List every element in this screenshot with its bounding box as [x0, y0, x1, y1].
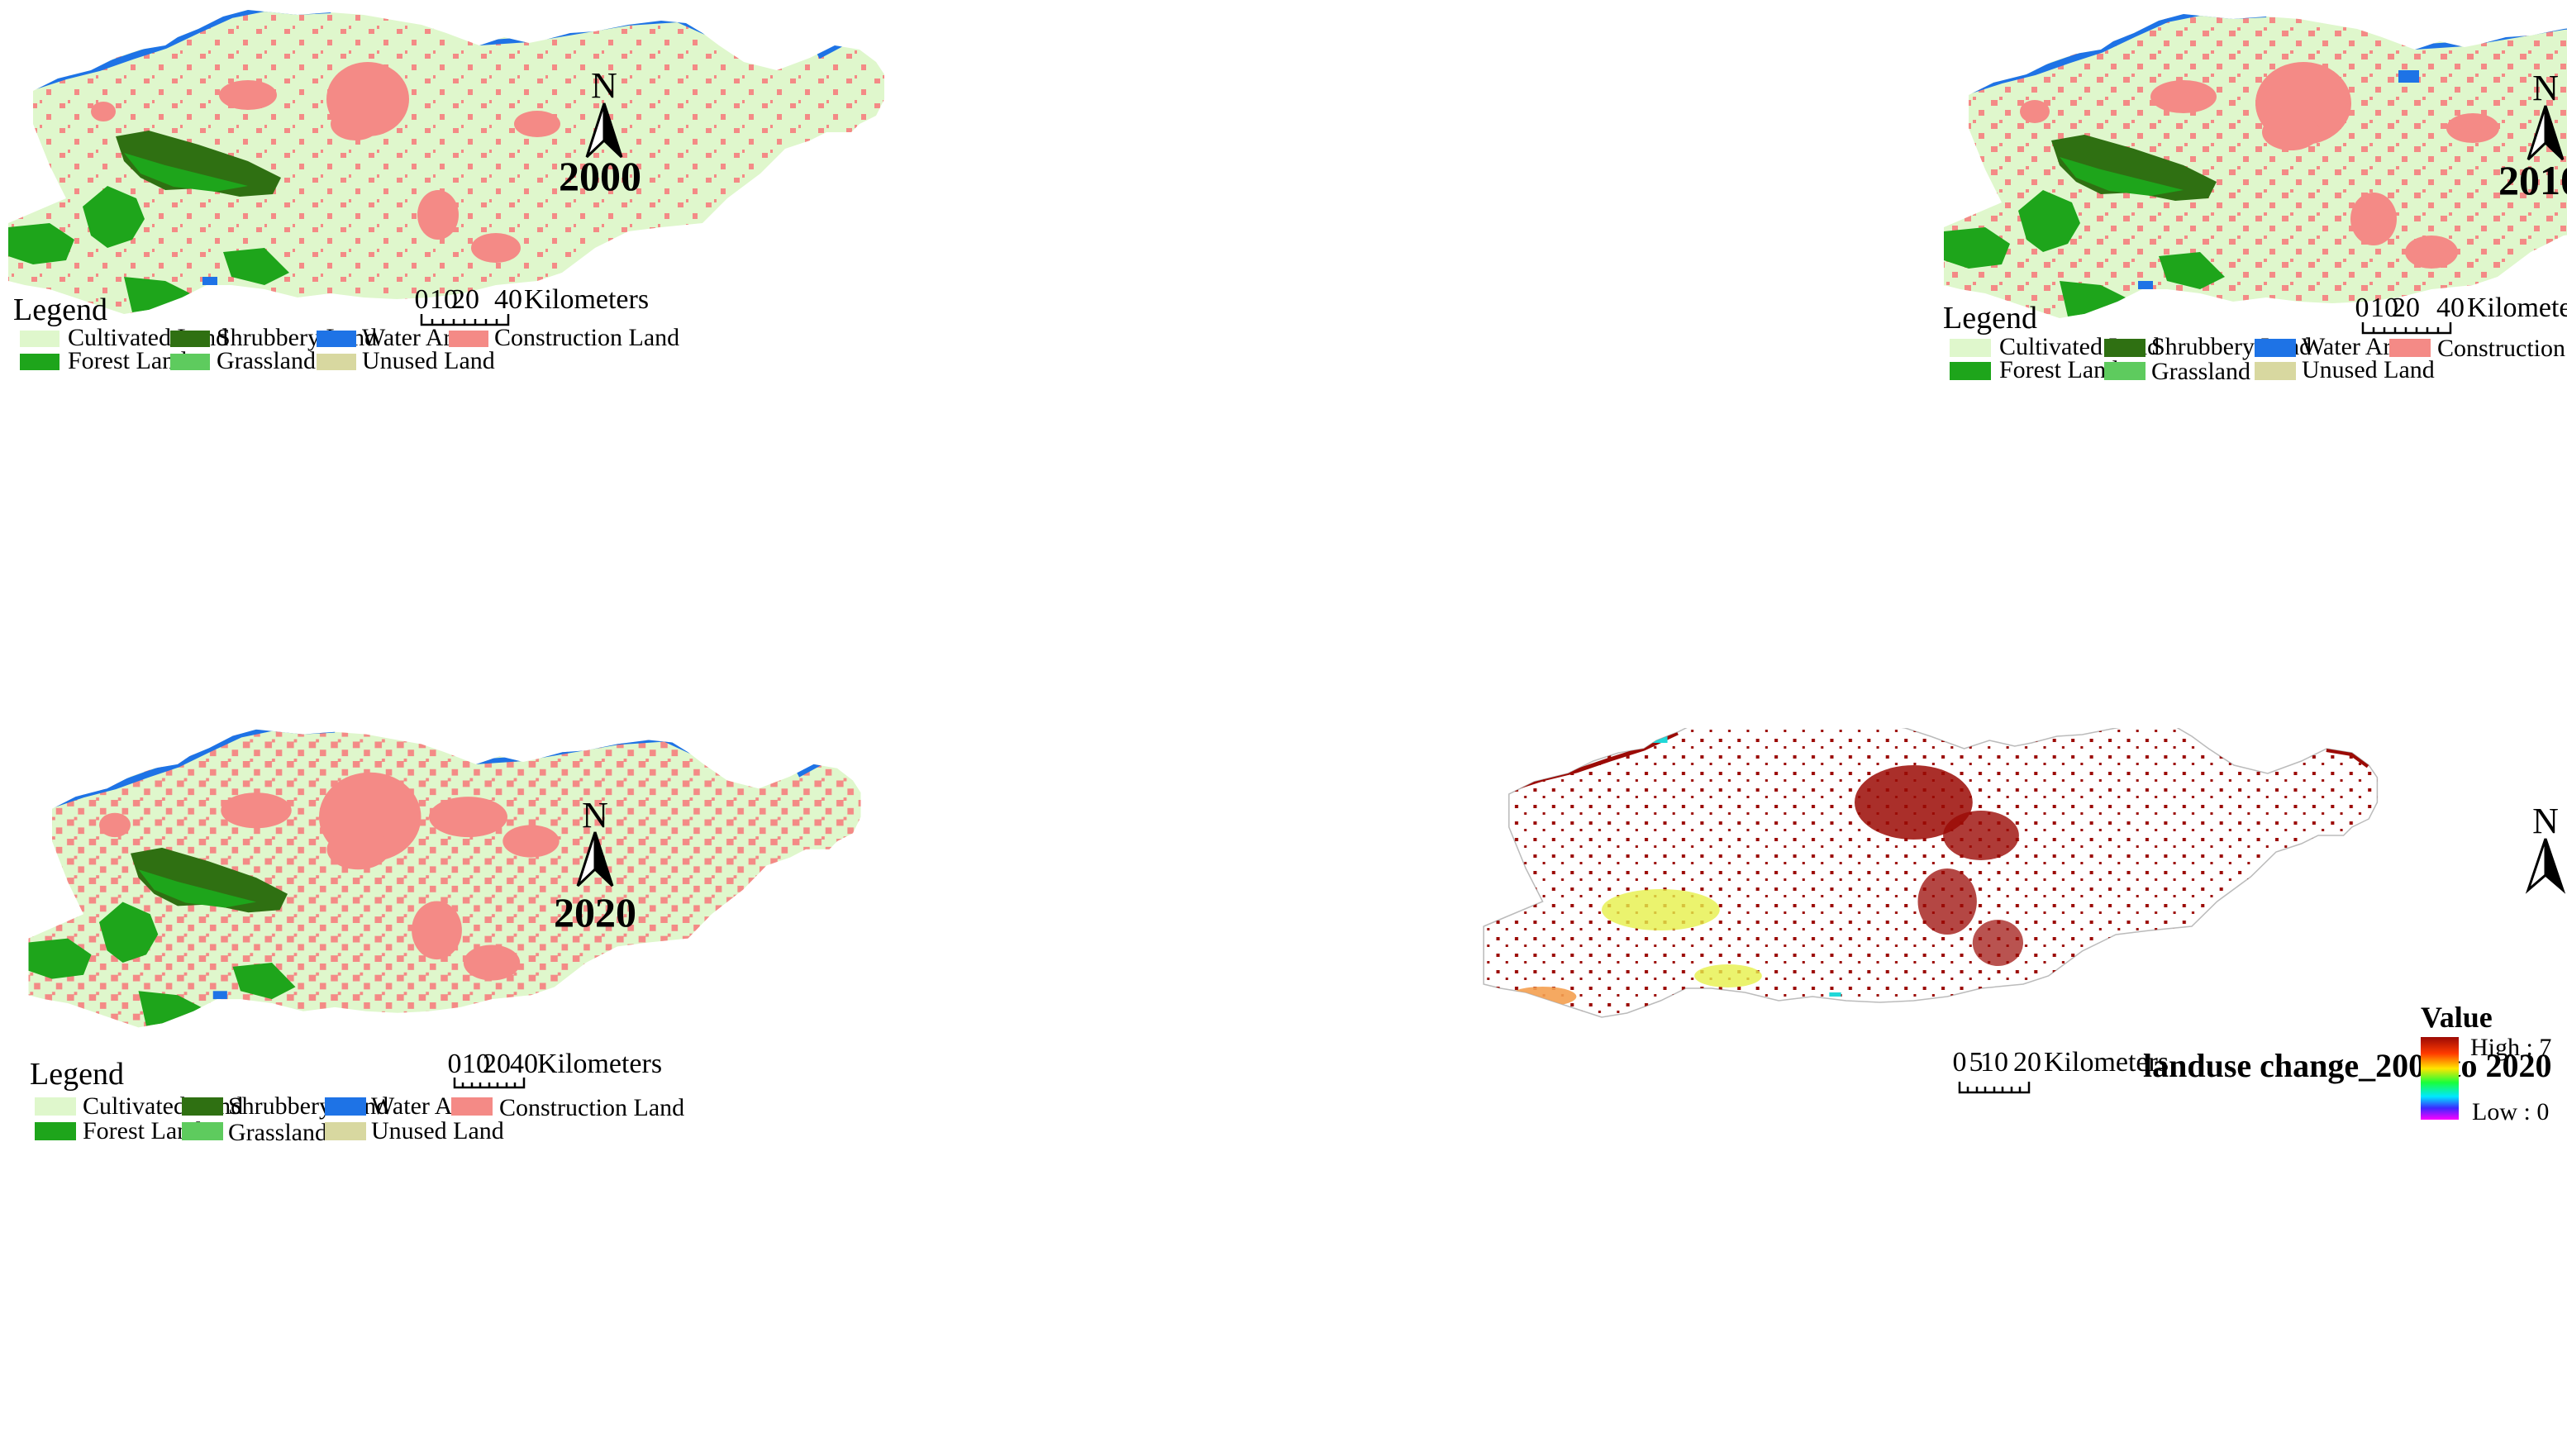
- value-legend-title: Value: [2421, 1001, 2493, 1034]
- map-panel-change: N 0 5 10 20 Kilometers landuse change_20…: [1284, 728, 2567, 1456]
- scale-tick-0: 0: [1953, 1047, 1967, 1078]
- scale-tick-2: 20: [2392, 293, 2420, 323]
- swatch-forest: [20, 354, 60, 370]
- north-arrow: N: [576, 795, 614, 887]
- swatch-cultivated: [20, 331, 60, 347]
- north-label: N: [2532, 801, 2559, 841]
- legend-item-construction: Construction Land: [2437, 335, 2567, 362]
- map-panel-2020: N 2020 0 10 20 40 Kilometers Legend Cult…: [0, 728, 1284, 1456]
- map-panel-2000: N 2000 0 10 20 40 Kilometers Legend Cult…: [0, 0, 1284, 728]
- legend-item-construction: Construction Land: [499, 1094, 684, 1121]
- scale-tick-1: 10: [462, 1049, 490, 1079]
- land-use-change-map: N 0 5 10 20 Kilometers landuse change_20…: [1483, 728, 2566, 1125]
- legend-title: Legend: [13, 293, 107, 327]
- north-arrow: N: [2525, 801, 2566, 894]
- swatch-shrubbery: [182, 1097, 223, 1116]
- swatch-unused: [317, 354, 356, 370]
- north-arrow: N: [2527, 68, 2565, 161]
- swatch-construction: [449, 331, 488, 347]
- north-arrow: N: [585, 65, 623, 159]
- change-map-title: landuse change_2000 to 2020: [2143, 1047, 2552, 1084]
- swatch-unused: [325, 1122, 366, 1140]
- swatch-forest: [1950, 362, 1991, 380]
- value-low-label: Low : 0: [2472, 1098, 2549, 1125]
- land-use-map-2020: N 2020 0 10 20 40 Kilometers Legend Cult…: [28, 729, 861, 1146]
- legend: Legend Cultivated Land Forest Land Shrub…: [13, 293, 679, 374]
- scale-tick-0: 0: [415, 284, 429, 315]
- value-high-label: High : 7: [2470, 1034, 2551, 1061]
- swatch-unused: [2255, 362, 2296, 380]
- swatch-construction: [2389, 339, 2431, 357]
- value-color-ramp: [2421, 1037, 2459, 1120]
- scale-tick-2: 10: [1980, 1047, 2008, 1078]
- scale-tick-end: 40: [510, 1049, 538, 1079]
- north-label: N: [2532, 68, 2559, 108]
- legend-item-construction: Construction Land: [494, 324, 679, 351]
- scale-tick-end: 40: [494, 284, 522, 315]
- legend-title: Legend: [1943, 301, 2037, 335]
- legend-item-unused: Unused Land: [2302, 356, 2435, 383]
- north-label: N: [582, 795, 608, 835]
- scale-tick-1: 10: [430, 284, 458, 315]
- swatch-water: [317, 331, 356, 347]
- scale-tick-end: 20: [2013, 1047, 2041, 1078]
- swatch-water: [2255, 339, 2296, 357]
- scale-tick-2: 20: [451, 284, 479, 315]
- value-legend: Value High : 7 Low : 0: [2421, 1001, 2551, 1125]
- swatch-cultivated: [35, 1097, 76, 1116]
- legend-item-grassland: Grassland: [217, 347, 316, 374]
- scale-tick-2: 20: [483, 1049, 511, 1079]
- land-use-map-2000: N 2000 0 10 20 40 Kilometers Legend Cult…: [8, 10, 884, 374]
- swatch-cultivated: [1950, 339, 1991, 357]
- legend: Legend Cultivated Land Forest Land Shrub…: [30, 1057, 684, 1146]
- scale-bar: 0 10 20 40 Kilometers: [415, 284, 649, 326]
- scale-bar: 0 10 20 40 Kilometers: [448, 1049, 662, 1089]
- scale-bar: 0 10 20 40 Kilometers: [2355, 293, 2567, 335]
- legend-item-grassland: Grassland: [228, 1119, 327, 1146]
- year-label: 2000: [559, 153, 641, 199]
- year-label: 2020: [554, 889, 636, 935]
- swatch-grassland: [170, 354, 210, 370]
- swatch-shrubbery: [2104, 339, 2146, 357]
- north-label: N: [591, 65, 617, 106]
- swatch-grassland: [182, 1122, 223, 1140]
- scale-unit: Kilometers: [537, 1049, 662, 1079]
- scale-tick-end: 40: [2436, 293, 2465, 323]
- legend-item-forest: Forest Land: [1999, 356, 2118, 383]
- legend-item-grassland: Grassland: [2151, 358, 2250, 385]
- swatch-water: [325, 1097, 366, 1116]
- legend-item-forest: Forest Land: [68, 347, 187, 374]
- scale-tick-0: 0: [448, 1049, 462, 1079]
- legend-title: Legend: [30, 1057, 124, 1092]
- legend: Legend Cultivated Land Forest Land Shrub…: [1943, 301, 2567, 385]
- swatch-construction: [451, 1097, 493, 1116]
- scale-unit: Kilometers: [524, 284, 649, 315]
- scale-tick-0: 0: [2355, 293, 2369, 323]
- swatch-forest: [35, 1122, 76, 1140]
- scale-unit: Kilometers: [2044, 1047, 2169, 1078]
- scale-tick-1: 10: [2370, 293, 2398, 323]
- swatch-shrubbery: [170, 331, 210, 347]
- legend-item-unused: Unused Land: [371, 1117, 504, 1144]
- scale-bar: 0 5 10 20 Kilometers: [1953, 1047, 2169, 1094]
- scale-tick-1: 5: [1969, 1047, 1984, 1078]
- swatch-grassland: [2104, 362, 2146, 380]
- scale-unit: Kilometers: [2467, 293, 2567, 323]
- legend-item-unused: Unused Land: [362, 347, 495, 374]
